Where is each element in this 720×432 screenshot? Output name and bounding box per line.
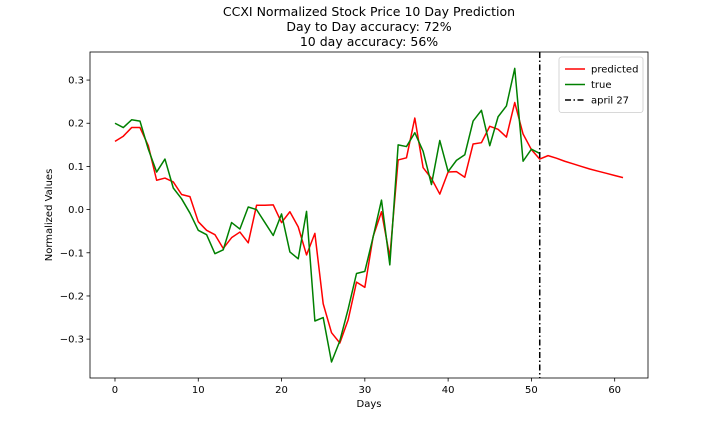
y-tick-label: 0.3 [68,76,84,87]
y-tick-label: 0.1 [68,162,84,173]
series-line-predicted [114,101,624,344]
y-tick-label: −0.2 [60,291,84,302]
y-tick-label: −0.3 [60,335,84,346]
x-axis-label: Days [357,399,382,410]
x-tick-label: 50 [525,385,538,396]
y-axis-ticks: −0.3 −0.2 −0.1 0.0 0.1 0.2 0.3 [60,76,90,346]
legend-label: predicted [591,65,638,76]
series-line-true [114,67,541,363]
legend-box [558,56,644,113]
y-tick-label: −0.1 [60,248,84,259]
plot-frame [89,51,649,379]
chart-title: CCXI Normalized Stock Price 10 Day Predi… [223,4,515,49]
plot-area [89,51,649,379]
y-axis-label: Normalized Values [44,169,55,262]
x-tick-label: 10 [192,385,205,396]
y-tick-label: 0.0 [68,205,84,216]
x-tick-label: 60 [608,385,621,396]
chart-title-line-1: CCXI Normalized Stock Price 10 Day Predi… [223,4,515,19]
y-tick-label: 0.2 [68,119,84,130]
legend: predicted true april 27 [558,56,644,113]
chart-title-line-2: Day to Day accuracy: 72% [286,19,451,34]
series-layer [114,67,624,363]
x-tick-label: 40 [442,385,455,396]
x-tick-label: 0 [112,385,118,396]
x-axis-ticks: 0 10 20 30 40 50 60 [112,378,621,396]
x-tick-label: 30 [358,385,371,396]
legend-label: true [591,80,612,91]
chart-title-line-3: 10 day accuracy: 56% [300,34,438,49]
x-tick-label: 20 [275,385,288,396]
legend-label: april 27 [591,96,629,107]
